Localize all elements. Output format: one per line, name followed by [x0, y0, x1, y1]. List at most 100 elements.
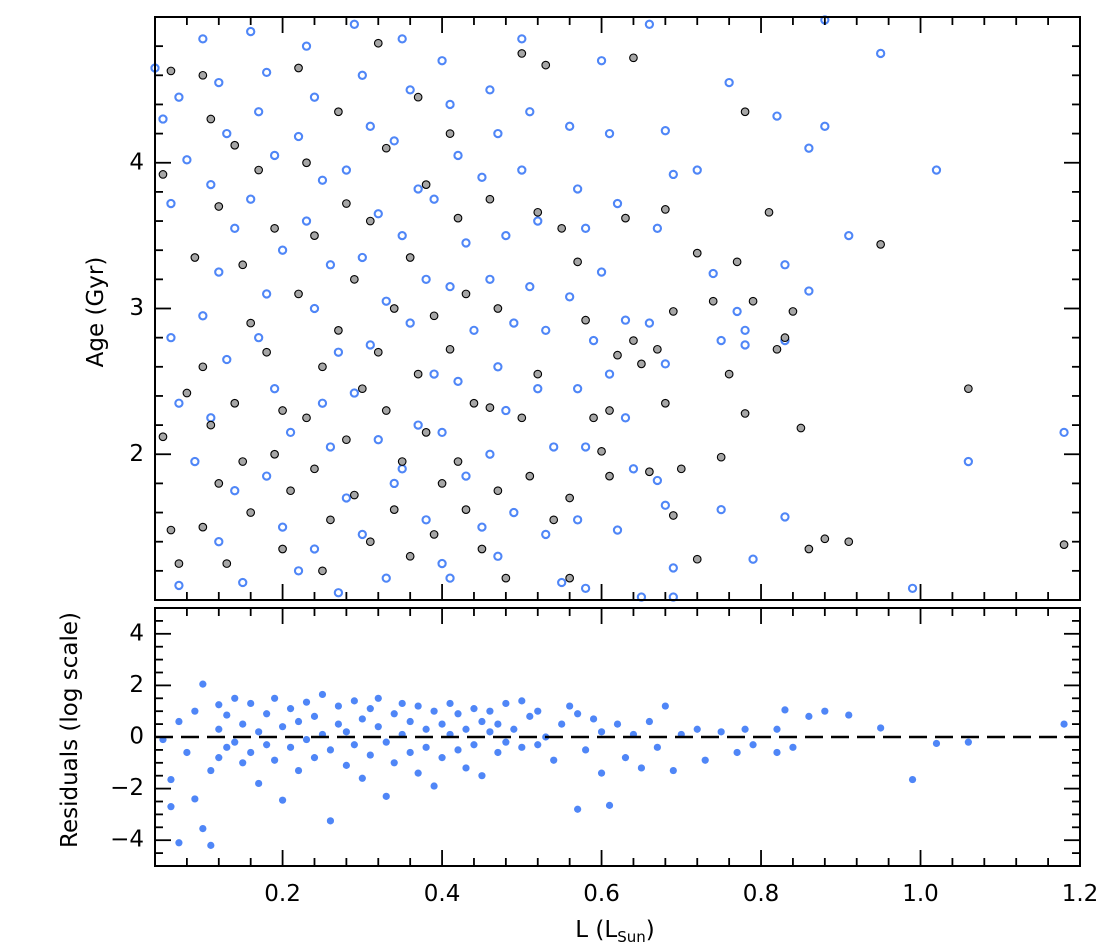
open-data-point — [325, 260, 336, 270]
residual-tick-label: −2 — [110, 775, 144, 801]
residual-data-point — [645, 717, 653, 726]
open-data-point — [405, 85, 415, 95]
age-panel-frame — [154, 16, 1081, 601]
filled-data-point — [246, 318, 256, 328]
open-data-point — [493, 362, 503, 372]
open-data-point — [381, 573, 391, 583]
residual-data-point — [422, 743, 430, 751]
residual-data-point — [430, 782, 438, 790]
filled-data-point — [533, 369, 543, 379]
filled-data-point — [1059, 540, 1069, 549]
open-data-point — [804, 143, 814, 153]
open-data-point — [772, 111, 782, 121]
residual-data-point — [589, 715, 598, 723]
open-data-point — [206, 179, 216, 190]
age-tick-label: 4 — [129, 149, 144, 175]
filled-data-point — [517, 49, 527, 58]
residual-data-point — [494, 720, 502, 728]
open-data-point — [820, 121, 830, 131]
residual-data-point — [239, 759, 247, 767]
filled-data-point — [389, 304, 399, 313]
open-data-point — [166, 198, 176, 209]
open-data-point — [413, 420, 423, 430]
open-data-point — [509, 318, 519, 328]
open-data-point — [716, 504, 726, 515]
filled-data-point — [780, 333, 790, 343]
open-data-point — [381, 296, 391, 306]
filled-data-point — [230, 140, 240, 150]
filled-data-point — [397, 457, 407, 466]
residual-data-point — [613, 720, 622, 728]
open-data-point — [620, 315, 631, 325]
residual-data-point — [494, 748, 502, 757]
filled-data-point — [318, 362, 327, 372]
filled-data-point — [357, 384, 367, 394]
open-data-point — [293, 566, 304, 576]
filled-data-point — [565, 573, 575, 583]
open-data-point — [525, 107, 535, 117]
open-data-point — [309, 544, 320, 554]
filled-data-point — [764, 207, 774, 217]
open-data-point — [493, 128, 503, 139]
residual-data-point — [653, 743, 661, 751]
open-data-point — [509, 507, 519, 518]
filled-data-point — [461, 289, 471, 299]
filled-data-point — [660, 398, 670, 408]
open-data-point — [716, 335, 726, 346]
residual-data-point — [518, 697, 526, 705]
filled-data-point — [748, 296, 758, 306]
residual-data-point — [422, 725, 430, 733]
filled-data-point — [381, 143, 391, 153]
residual-data-point — [805, 712, 813, 720]
residual-data-point — [597, 769, 606, 777]
residual-data-point — [781, 706, 789, 714]
open-data-point — [397, 464, 407, 474]
open-data-point — [349, 19, 360, 29]
residual-data-point — [574, 805, 582, 813]
residual-data-point — [534, 741, 542, 749]
open-data-point — [453, 150, 463, 161]
filled-data-point — [206, 420, 216, 430]
filled-data-point — [190, 253, 200, 262]
residual-data-point — [334, 702, 343, 710]
x-tick-label: 1.2 — [1062, 881, 1099, 907]
filled-data-point — [318, 566, 327, 576]
open-data-point — [429, 369, 439, 379]
filled-data-point — [222, 559, 232, 568]
residual-data-point — [255, 779, 263, 788]
residual-data-point — [199, 824, 207, 833]
filled-data-point — [429, 530, 439, 539]
filled-data-point — [692, 554, 702, 564]
filled-data-point — [166, 66, 176, 76]
open-data-point — [844, 230, 854, 241]
residual-data-point — [621, 754, 630, 762]
residual-data-point — [302, 698, 311, 706]
residual-data-point — [350, 697, 358, 705]
residual-data-point — [597, 728, 606, 736]
filled-data-point — [238, 260, 248, 270]
open-data-point — [198, 34, 208, 44]
open-data-point — [660, 359, 670, 369]
open-data-point — [190, 456, 200, 467]
open-data-point — [549, 442, 559, 452]
open-data-point — [565, 121, 575, 131]
open-data-point — [254, 332, 264, 343]
filled-data-point — [485, 403, 495, 412]
filled-data-point — [166, 525, 176, 535]
residual-data-point — [191, 795, 199, 803]
residual-data-point — [390, 759, 398, 767]
open-data-point — [572, 184, 583, 194]
residual-data-point — [207, 841, 215, 849]
open-data-point — [309, 92, 320, 102]
open-data-point — [644, 318, 655, 328]
open-data-point — [557, 577, 567, 588]
open-data-point — [246, 194, 256, 204]
residual-data-point — [486, 707, 494, 715]
filled-data-point — [445, 129, 455, 138]
open-data-point — [174, 398, 184, 408]
open-data-point — [620, 413, 631, 423]
open-data-point — [453, 376, 463, 387]
residual-data-point — [510, 725, 518, 733]
residual-data-point — [215, 725, 223, 733]
residual-data-point — [789, 743, 797, 751]
